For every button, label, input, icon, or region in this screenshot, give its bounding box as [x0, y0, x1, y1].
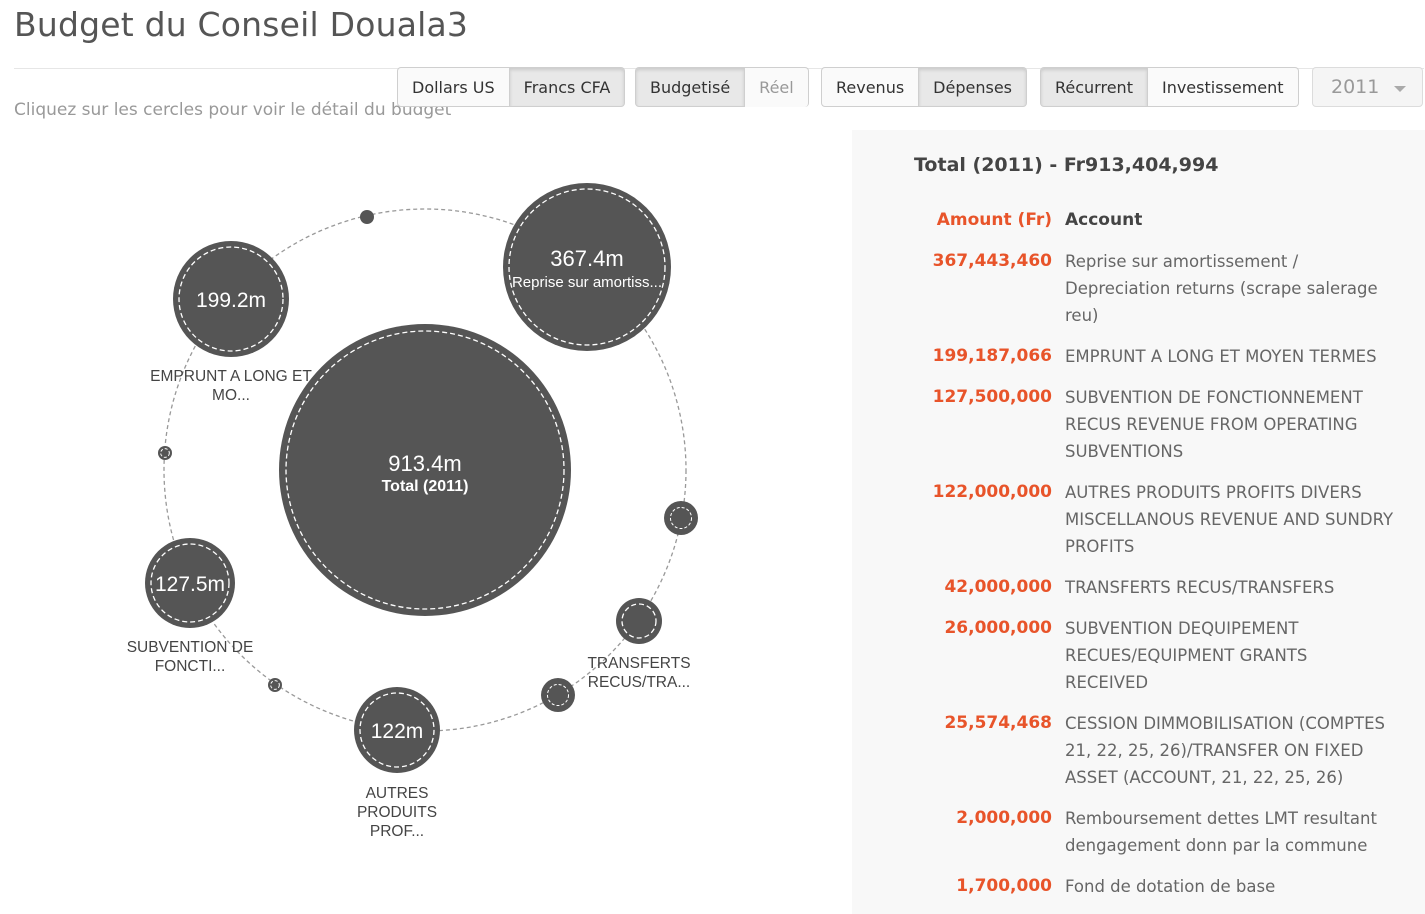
bubble-9[interactable] [158, 446, 172, 460]
bubble-ring [669, 506, 693, 530]
row-account: CESSION DIMMOBILISATION (COMPTES 21, 22,… [1065, 714, 1386, 787]
bubble-ring [546, 683, 570, 707]
bubble-ring [621, 603, 657, 639]
bubble-circle [268, 678, 282, 692]
expenses-button[interactable]: Dépenses [919, 67, 1027, 107]
row-account: Fond de dotation de base [1065, 877, 1276, 896]
year-select-value: 2011 [1331, 76, 1380, 98]
row-account: Remboursement dettes LMT resultant denga… [1065, 809, 1377, 855]
row-amount: 25,574,468 [944, 713, 1052, 733]
row-amount: 26,000,000 [944, 618, 1052, 638]
bubble-outer-label: EMPRUNT A LONG ET [150, 368, 312, 385]
bubble-circle [541, 678, 575, 712]
bubble-outer-label: RECUS/TRA... [588, 674, 690, 691]
row-account: AUTRES PRODUITS PROFITS DIVERS MISCELLAN… [1065, 483, 1394, 556]
page-title: Budget du Conseil Douala3 [14, 5, 469, 44]
bubble-circle [354, 687, 440, 773]
bubble-ring [160, 448, 170, 458]
flow-toggle: Revenus Dépenses [821, 67, 1027, 107]
bubble-circle [616, 598, 662, 644]
currency-toggle: Dollars US Francs CFA [397, 67, 626, 107]
bubble-ring [508, 188, 666, 346]
detail-title: Total (2011) - Fr913,404,994 [914, 154, 1219, 176]
bubble-value: 367.4m [550, 246, 623, 271]
bubble-ring [270, 680, 280, 690]
bubble-3[interactable]: 127.5m SUBVENTION DE FONCTI... [127, 538, 254, 675]
bubble-inner-label: Reprise sur amortiss... [512, 274, 662, 291]
bubble-value: 127.5m [155, 573, 225, 596]
row-account: TRANSFERTS RECUS/TRANSFERS [1065, 578, 1335, 597]
investment-button[interactable]: Investissement [1147, 67, 1299, 107]
row-account: EMPRUNT A LONG ET MOYEN TERMES [1065, 347, 1377, 366]
total-bubble-circle [279, 324, 571, 616]
page-subtitle: Cliquez sur les cercles pour voir le dét… [14, 100, 452, 120]
type-toggle: Récurrent Investissement [1040, 67, 1299, 107]
row-amount: 127,500,000 [932, 387, 1052, 407]
bubble-5[interactable]: 122m AUTRES PRODUITS PROF... [354, 687, 440, 840]
bubble-outer-label: AUTRES [366, 785, 429, 802]
total-bubble-ring [285, 330, 565, 610]
bubble-8[interactable] [664, 501, 698, 535]
account-column-header: Account [1065, 210, 1143, 230]
bubble-circle [173, 241, 289, 357]
bubble-value: 199.2m [196, 289, 266, 312]
row-account: SUBVENTION DEQUIPEMENT RECUES/EQUIPMENT … [1065, 619, 1308, 692]
bubble-2[interactable] [360, 210, 374, 224]
bubble-outer-label: FONCTI... [155, 658, 226, 675]
mode-toggle: Budgetisé Réel [635, 67, 809, 107]
bubble-outer-label: PROF... [370, 823, 424, 840]
row-amount: 199,187,066 [932, 346, 1052, 366]
row-account: Reprise sur amortissement / Depreciation… [1065, 252, 1378, 325]
row-amount: 367,443,460 [932, 251, 1052, 271]
budgeted-button[interactable]: Budgetisé [635, 67, 746, 107]
bubble-outer-label: MO... [212, 387, 250, 404]
bubble-value: 122m [371, 720, 424, 743]
bubble-circle [664, 501, 698, 535]
row-amount: 122,000,000 [932, 482, 1052, 502]
detail-panel: Total (2011) - Fr913,404,994 Amount (Fr)… [852, 130, 1425, 914]
row-amount: 1,700,000 [956, 876, 1052, 896]
bubble-circle [158, 446, 172, 460]
row-account: SUBVENTION DE FONCTIONNEMENT RECUS REVEN… [1065, 388, 1363, 461]
bubble-outer-label: TRANSFERTS [587, 655, 690, 672]
bubble-ring [359, 692, 435, 768]
chevron-down-icon [1394, 86, 1406, 92]
cfa-button[interactable]: Francs CFA [509, 67, 626, 107]
bubble-circle [360, 210, 374, 224]
revenue-button[interactable]: Revenus [821, 67, 920, 107]
bubble-circle [503, 183, 671, 351]
row-amount: 2,000,000 [956, 808, 1052, 828]
bubble-7[interactable]: TRANSFERTS RECUS/TRA... [587, 598, 691, 691]
bubble-4[interactable] [268, 678, 282, 692]
bubble-circle [145, 538, 235, 628]
budget-bubble-chart: 913.4m Total (2011) 367.4m Reprise sur am… [127, 183, 698, 840]
amount-column-header: Amount (Fr) [936, 210, 1052, 230]
row-amount: 42,000,000 [944, 577, 1052, 597]
actual-button[interactable]: Réel [745, 67, 809, 107]
bubble-ring [178, 246, 284, 352]
bubble-6[interactable] [541, 678, 575, 712]
total-bubble-label: Total (2011) [382, 478, 469, 495]
total-bubble-value: 913.4m [388, 451, 461, 476]
bubble-outer-label: SUBVENTION DE [127, 639, 254, 656]
total-bubble[interactable]: 913.4m Total (2011) [279, 324, 571, 616]
year-select[interactable]: 2011 [1312, 67, 1423, 107]
recurrent-button[interactable]: Récurrent [1040, 67, 1148, 107]
bubble-1[interactable]: 199.2m EMPRUNT A LONG ET MO... [150, 241, 312, 404]
bubble-0[interactable]: 367.4m Reprise sur amortiss... [503, 183, 671, 351]
bubble-outer-label: PRODUITS [357, 804, 437, 821]
usd-button[interactable]: Dollars US [397, 67, 510, 107]
bubble-ring [150, 543, 230, 623]
